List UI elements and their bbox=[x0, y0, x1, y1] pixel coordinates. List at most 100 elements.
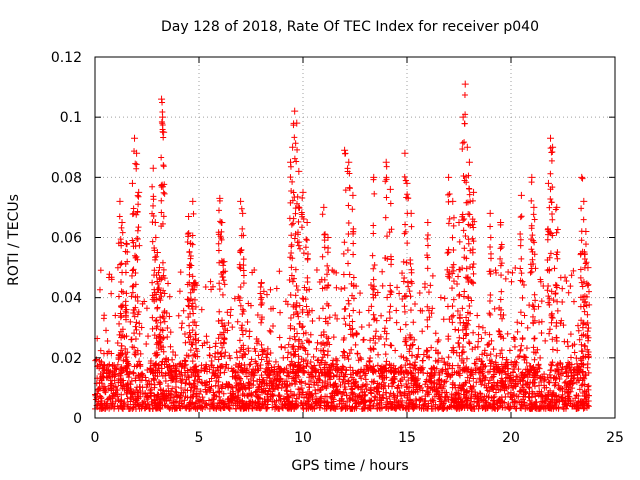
roti-point bbox=[383, 335, 390, 342]
roti-point bbox=[486, 268, 493, 275]
roti-peak-point bbox=[291, 107, 299, 115]
roti-point bbox=[437, 381, 444, 388]
roti-point bbox=[531, 216, 538, 223]
roti-point bbox=[554, 347, 561, 354]
roti-point bbox=[578, 382, 585, 389]
roti-point bbox=[366, 322, 373, 329]
roti-point bbox=[381, 341, 388, 348]
roti-point bbox=[419, 357, 426, 364]
roti-point bbox=[286, 215, 293, 222]
roti-point bbox=[150, 202, 157, 209]
roti-point bbox=[160, 162, 167, 169]
roti-point bbox=[345, 260, 352, 267]
roti-point bbox=[445, 191, 452, 198]
roti-point bbox=[383, 233, 390, 240]
roti-point bbox=[369, 252, 376, 259]
roti-point bbox=[401, 391, 408, 398]
roti-point bbox=[547, 170, 554, 177]
roti-point bbox=[492, 267, 499, 274]
roti-point bbox=[471, 360, 478, 367]
roti-point bbox=[219, 291, 226, 298]
roti-point bbox=[542, 337, 549, 344]
roti-point bbox=[299, 295, 306, 302]
roti-point bbox=[441, 378, 448, 385]
roti-point bbox=[288, 232, 295, 239]
roti-point bbox=[505, 390, 512, 397]
roti-point bbox=[363, 362, 370, 369]
roti-point bbox=[585, 382, 592, 389]
roti-point bbox=[267, 286, 274, 293]
roti-point bbox=[465, 294, 472, 301]
roti-point bbox=[177, 373, 184, 380]
roti-point bbox=[456, 292, 463, 299]
roti-point bbox=[205, 397, 212, 404]
roti-peak-point bbox=[131, 134, 139, 142]
roti-point bbox=[570, 298, 577, 305]
roti-point bbox=[216, 389, 223, 396]
roti-point bbox=[136, 242, 143, 249]
roti-point bbox=[357, 290, 364, 297]
roti-peak-point bbox=[158, 95, 166, 103]
roti-point bbox=[371, 190, 378, 197]
roti-point bbox=[390, 390, 397, 397]
roti-point bbox=[524, 324, 531, 331]
x-tick-label: 20 bbox=[502, 430, 520, 446]
roti-point bbox=[238, 205, 245, 212]
roti-point bbox=[220, 339, 227, 346]
roti-point bbox=[104, 338, 111, 344]
y-tick-label: 0.02 bbox=[51, 351, 82, 367]
roti-point bbox=[393, 319, 400, 326]
roti-point bbox=[530, 303, 537, 310]
roti-point bbox=[366, 357, 373, 364]
roti-point bbox=[549, 315, 556, 322]
roti-point bbox=[520, 281, 527, 288]
roti-point bbox=[134, 235, 141, 242]
roti-point bbox=[160, 189, 167, 196]
roti-point bbox=[181, 331, 188, 338]
roti-point bbox=[512, 264, 519, 271]
roti-point bbox=[157, 380, 164, 387]
roti-point bbox=[387, 287, 394, 294]
roti-point bbox=[215, 388, 222, 395]
roti-point bbox=[154, 305, 161, 312]
roti-point bbox=[124, 395, 131, 402]
roti-point bbox=[407, 293, 414, 300]
roti-point bbox=[321, 351, 328, 358]
roti-point bbox=[513, 373, 520, 380]
roti-point bbox=[345, 297, 352, 304]
roti-point bbox=[293, 283, 300, 290]
roti-point bbox=[565, 343, 572, 350]
roti-point bbox=[220, 277, 227, 284]
roti-point bbox=[454, 280, 461, 287]
roti-point bbox=[531, 291, 538, 298]
roti-point bbox=[145, 333, 152, 340]
roti-point bbox=[307, 403, 314, 410]
roti-point bbox=[340, 250, 347, 257]
roti-point bbox=[523, 345, 530, 352]
roti-point bbox=[379, 282, 386, 289]
roti-point bbox=[303, 237, 310, 244]
roti-point bbox=[367, 345, 374, 352]
roti-point bbox=[350, 240, 357, 247]
roti-point bbox=[258, 319, 265, 326]
roti-point bbox=[294, 287, 301, 294]
roti-point bbox=[186, 322, 193, 329]
roti-point bbox=[545, 379, 552, 386]
roti-point bbox=[463, 331, 470, 338]
roti-peak-point bbox=[345, 158, 353, 166]
roti-point bbox=[549, 211, 556, 218]
roti-point bbox=[340, 271, 347, 278]
roti-peak-point bbox=[349, 191, 357, 199]
roti-point bbox=[136, 330, 143, 337]
roti-point bbox=[313, 266, 320, 273]
roti-point bbox=[485, 394, 492, 401]
roti-point bbox=[517, 265, 524, 272]
roti-point bbox=[117, 279, 124, 286]
roti-point bbox=[293, 158, 300, 165]
roti-point bbox=[407, 307, 414, 314]
x-axis-label: GPS time / hours bbox=[291, 458, 408, 474]
roti-point bbox=[388, 261, 395, 268]
roti-point bbox=[97, 347, 104, 354]
roti-point bbox=[405, 377, 412, 384]
roti-point bbox=[118, 391, 125, 398]
